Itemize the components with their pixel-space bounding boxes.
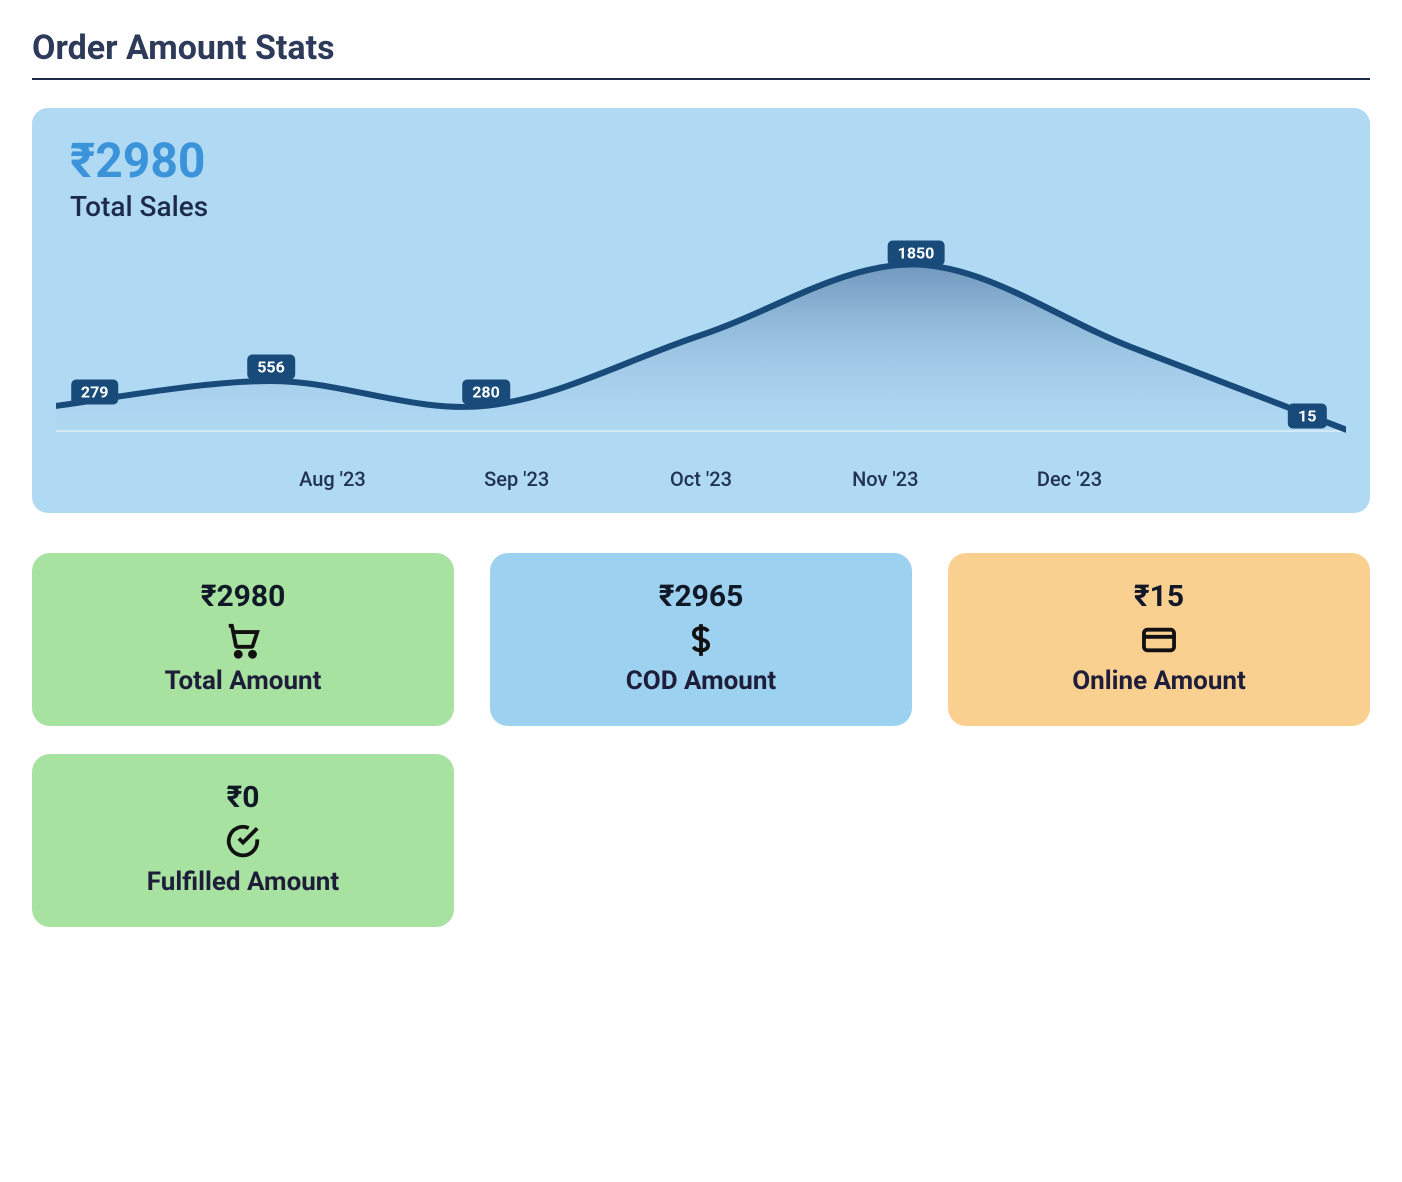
total-amount-label: Total Amount — [52, 666, 434, 696]
online-amount-value: ₹15 — [968, 579, 1350, 614]
sales-chart-card: ₹2980 Total Sales 279 556 280 1850 15 .Aug '… — [32, 108, 1370, 513]
total-amount-card: ₹2980 Total Amount — [32, 553, 454, 726]
online-amount-card: ₹15 Online Amount — [948, 553, 1370, 726]
cod-amount-value: ₹2965 — [510, 579, 892, 614]
online-amount-label: Online Amount — [968, 666, 1350, 696]
sales-chart-svg — [56, 241, 1346, 461]
cod-amount-card: ₹2965 COD Amount — [490, 553, 912, 726]
chart-datapoint-label: 556 — [247, 355, 295, 380]
chart-x-label: Aug '23 — [240, 467, 424, 491]
page-title: Order Amount Stats — [32, 28, 1370, 80]
cart-icon — [223, 620, 263, 660]
chart-x-axis: .Aug '23Sep '23Oct '23Nov '23Dec '23. — [56, 467, 1346, 491]
chart-datapoint-label: 279 — [71, 380, 119, 405]
chart-x-label: Sep '23 — [425, 467, 609, 491]
chart-datapoint-label: 280 — [462, 380, 510, 405]
chart-x-label: Oct '23 — [609, 467, 793, 491]
stat-cards-row-1: ₹2980 Total Amount ₹2965 COD Amount ₹15 … — [32, 553, 1370, 726]
dollar-icon — [681, 620, 721, 660]
chart-x-label: Dec '23 — [977, 467, 1161, 491]
fulfilled-amount-label: Fulfilled Amount — [52, 867, 434, 897]
check-icon — [223, 821, 263, 861]
chart-subtitle: Total Sales — [70, 190, 1346, 223]
fulfilled-amount-value: ₹0 — [52, 780, 434, 815]
chart-datapoint-label: 15 — [1288, 404, 1326, 429]
sales-chart: 279 556 280 1850 15 — [56, 241, 1346, 461]
fulfilled-amount-card: ₹0 Fulfilled Amount — [32, 754, 454, 927]
chart-datapoint-label: 1850 — [888, 241, 945, 266]
total-amount-value: ₹2980 — [52, 579, 434, 614]
chart-total-value: ₹2980 — [70, 136, 1346, 186]
stat-cards-row-2: ₹0 Fulfilled Amount — [32, 754, 1370, 927]
card-icon — [1139, 620, 1179, 660]
chart-x-label: Nov '23 — [793, 467, 977, 491]
cod-amount-label: COD Amount — [510, 666, 892, 696]
